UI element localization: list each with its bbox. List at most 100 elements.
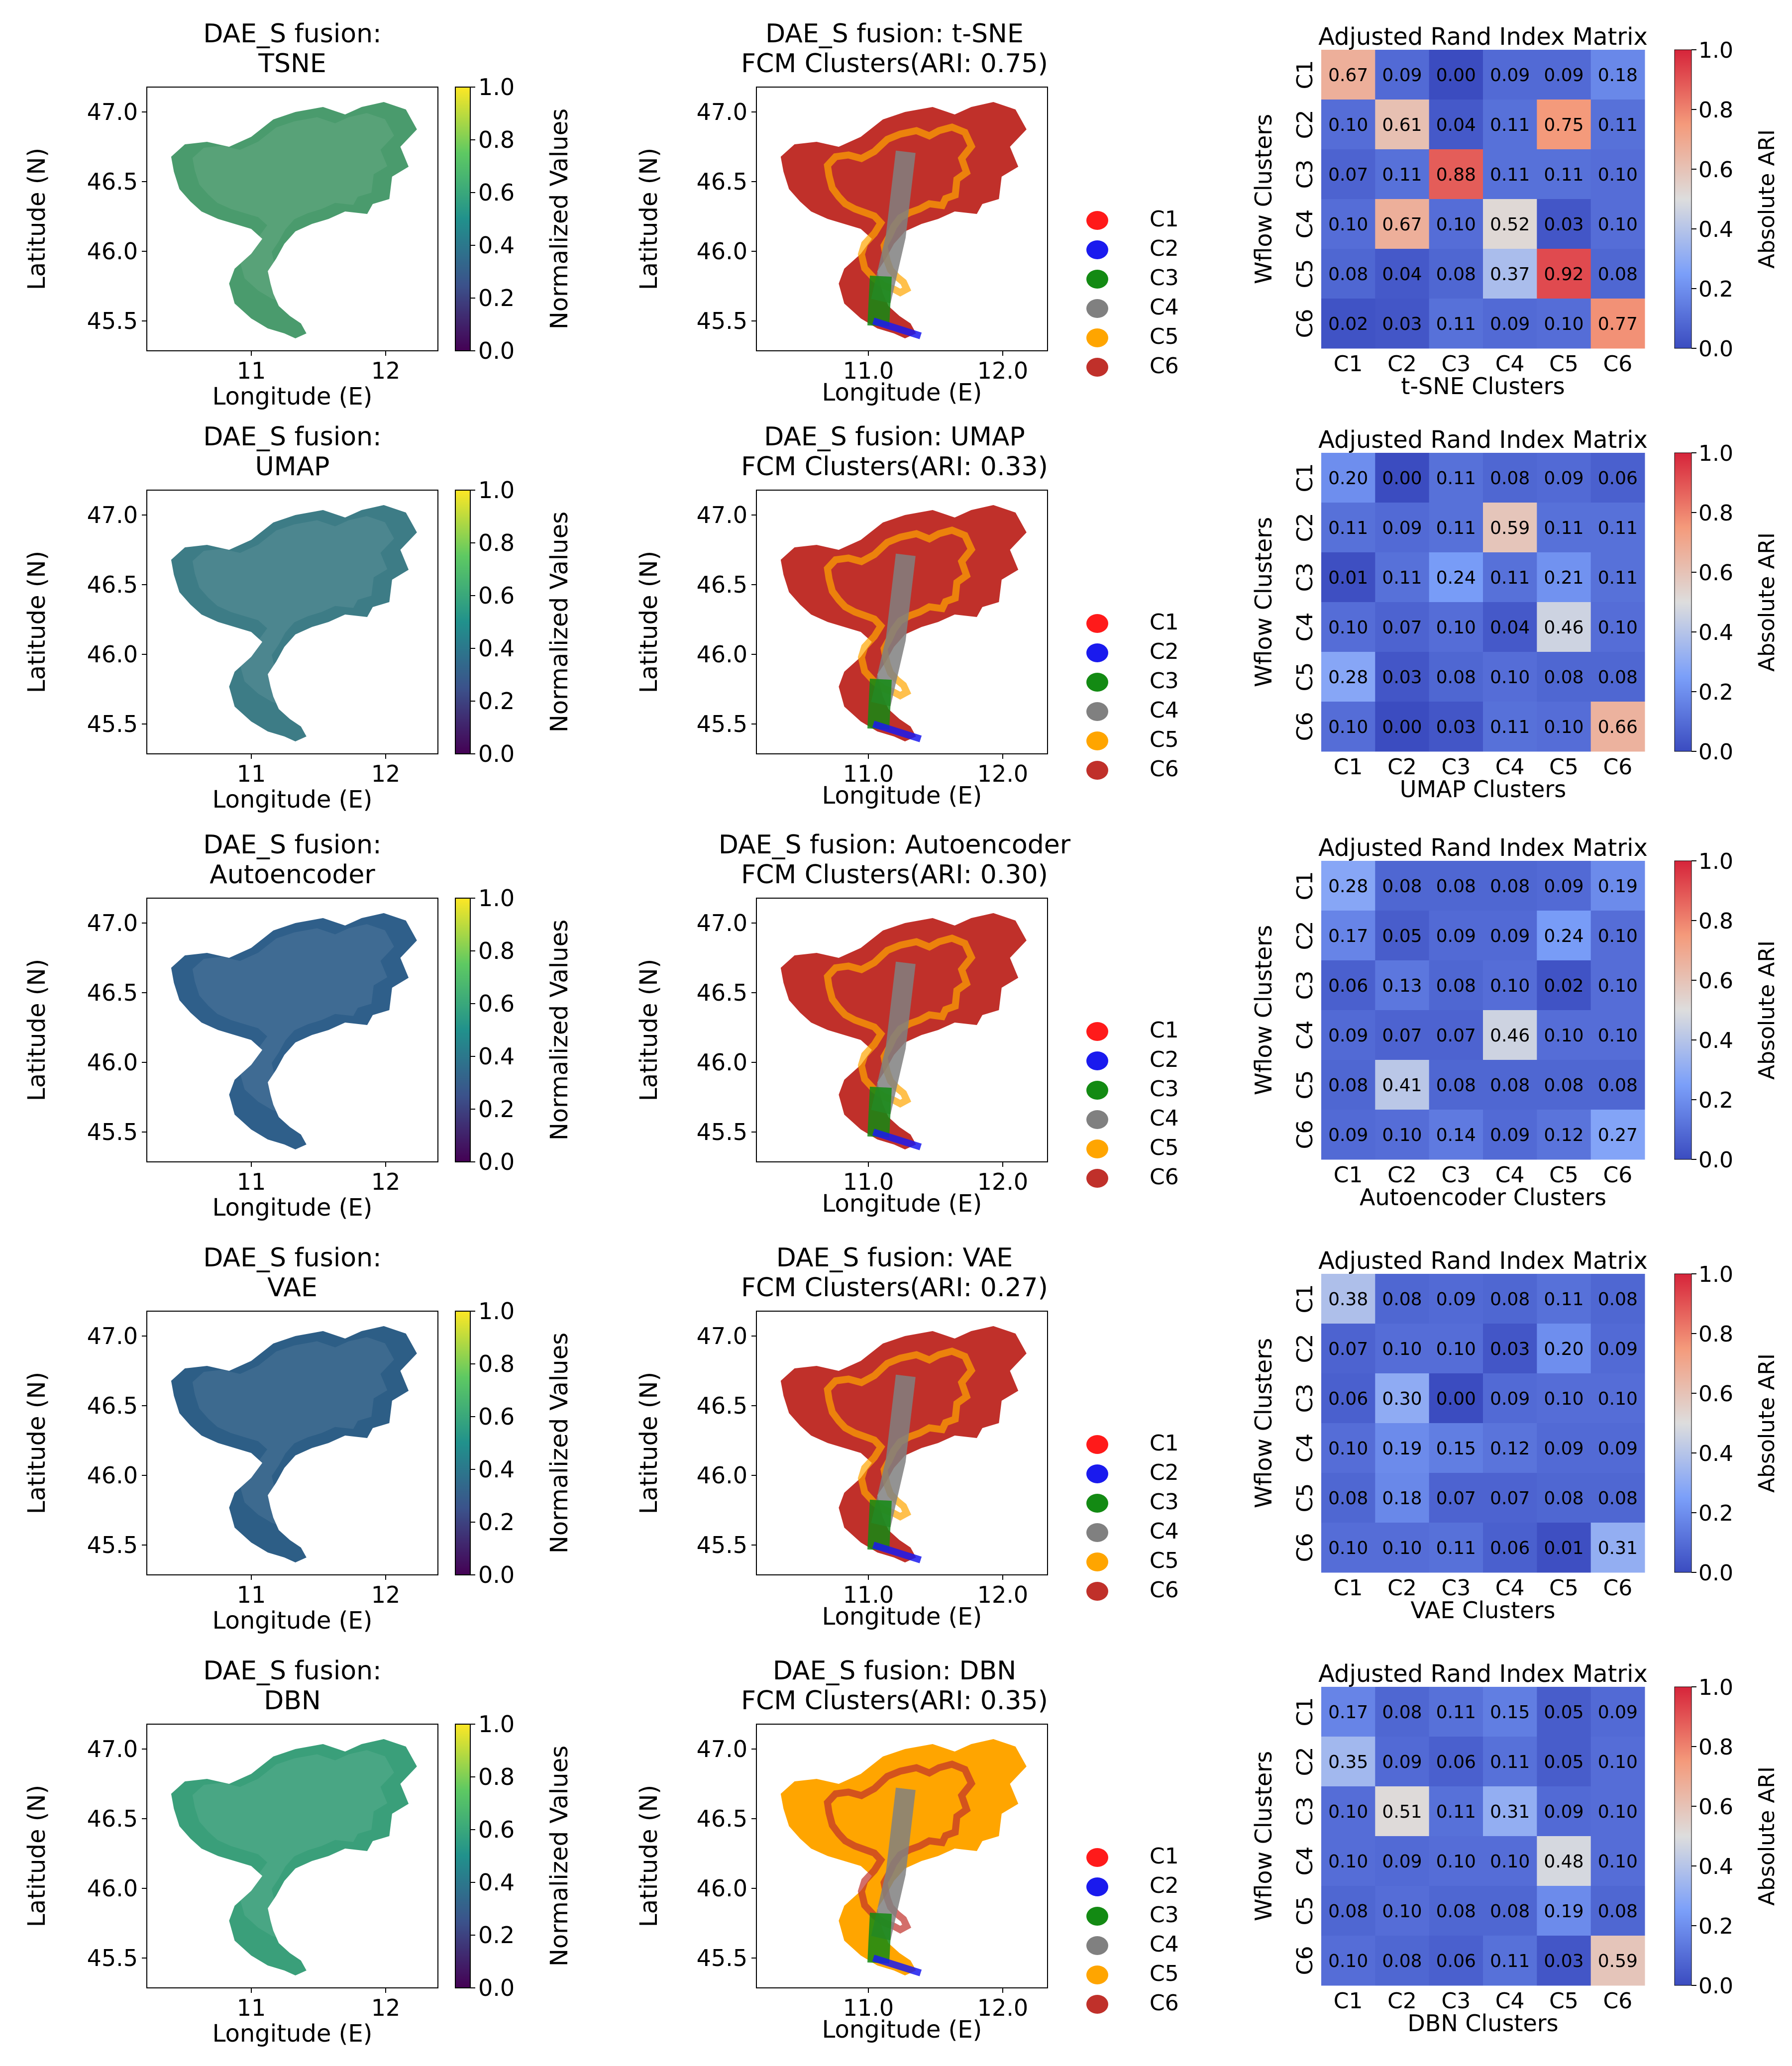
colorbar-tick-label: 0.8 bbox=[1698, 909, 1733, 934]
lat-tick-label: 46.5 bbox=[697, 1805, 747, 1832]
ari-cell bbox=[1375, 249, 1430, 299]
legend-label: C1 bbox=[1150, 1844, 1179, 1869]
ari-cell bbox=[1590, 602, 1645, 652]
ari-cell bbox=[1537, 702, 1591, 752]
valley-cluster-C2 bbox=[872, 1955, 922, 1976]
ari-cell-value: 0.00 bbox=[1436, 65, 1476, 86]
ari-cell bbox=[1375, 960, 1430, 1011]
colorbar-label: Normalized Values bbox=[545, 1333, 573, 1553]
ari-cell bbox=[1375, 552, 1430, 603]
colorbar-tick-label: 1.0 bbox=[1698, 1262, 1733, 1287]
ari-cell-value: 0.08 bbox=[1328, 1488, 1368, 1509]
legend-marker-c1 bbox=[1086, 1022, 1108, 1041]
legend-marker-c6 bbox=[1086, 761, 1108, 780]
ari-col-label: C4 bbox=[1495, 351, 1525, 377]
ari-cell bbox=[1375, 911, 1430, 961]
ari-cell-value: 0.11 bbox=[1544, 1289, 1583, 1310]
ari-cell bbox=[1483, 602, 1537, 652]
ari-cell-value: 0.09 bbox=[1490, 1389, 1530, 1409]
ari-cell-value: 0.03 bbox=[1382, 667, 1422, 688]
legend-marker-c1 bbox=[1086, 614, 1108, 633]
ari-cell bbox=[1375, 149, 1430, 200]
ari-cell-value: 0.06 bbox=[1328, 976, 1368, 996]
ari-cell-value: 0.08 bbox=[1598, 264, 1638, 285]
ari-cell-value: 0.24 bbox=[1544, 926, 1583, 946]
ari-cell-value: 0.09 bbox=[1382, 65, 1422, 86]
map-axes-frame bbox=[146, 1311, 438, 1575]
ari-cell bbox=[1590, 861, 1645, 911]
ari-cell-value: 0.08 bbox=[1436, 1901, 1476, 1922]
colorbar-tick-label: 0.4 bbox=[478, 1869, 515, 1896]
legend-label: C2 bbox=[1150, 1873, 1179, 1898]
ari-cell-value: 0.06 bbox=[1436, 1752, 1476, 1772]
ari-cell-value: 0.08 bbox=[1598, 1901, 1638, 1922]
ari-y-axis-label: Wflow Clusters bbox=[1250, 517, 1277, 687]
ari-cell bbox=[1483, 453, 1537, 503]
ari-cell bbox=[1483, 1523, 1537, 1573]
colorbar-tick-label: 0.8 bbox=[1698, 501, 1733, 526]
ari-colorbar-label: Absolute ARI bbox=[1754, 1766, 1780, 1906]
ari-cell bbox=[1321, 552, 1375, 603]
ari-cell bbox=[1483, 1110, 1537, 1160]
ari-row-label: C2 bbox=[1292, 1334, 1318, 1363]
ari-cell bbox=[1537, 1010, 1591, 1060]
lat-tick-label: 47.0 bbox=[697, 1736, 747, 1762]
ari-cell bbox=[1375, 1936, 1430, 1986]
lat-tick-label: 46.5 bbox=[87, 168, 138, 195]
ari-matrix-panel: Adjusted Rand Index Matrix 0.38 0.08 0.09 0.… bbox=[1250, 1247, 1780, 1624]
ari-col-label: C1 bbox=[1334, 754, 1363, 780]
ari-cell bbox=[1321, 1523, 1375, 1573]
coolwarm-colorbar bbox=[1674, 452, 1692, 752]
ari-cell-value: 0.03 bbox=[1382, 314, 1422, 334]
legend-marker-c6 bbox=[1086, 1995, 1108, 2014]
ari-cell bbox=[1429, 1373, 1483, 1424]
ari-cell-value: 0.21 bbox=[1544, 568, 1583, 588]
lon-tick-label: 11.0 bbox=[843, 1994, 894, 2021]
ari-cell-value: 0.10 bbox=[1328, 214, 1368, 235]
ari-col-label: C2 bbox=[1387, 754, 1417, 780]
ari-cell-value: 0.03 bbox=[1544, 1951, 1583, 1971]
basin-texture bbox=[192, 1750, 394, 1944]
ari-col-label: C3 bbox=[1441, 1575, 1471, 1601]
ari-cell bbox=[1590, 453, 1645, 503]
ari-cell bbox=[1429, 199, 1483, 249]
ari-cell bbox=[1590, 911, 1645, 961]
ari-cell bbox=[1483, 652, 1537, 702]
legend-marker-c6 bbox=[1086, 358, 1108, 377]
ari-cell bbox=[1429, 100, 1483, 150]
ari-row-label: C1 bbox=[1292, 1284, 1318, 1314]
legend-label: C4 bbox=[1150, 1106, 1179, 1131]
ari-cell-value: 0.07 bbox=[1328, 1339, 1368, 1359]
ari-cell bbox=[1375, 1786, 1430, 1837]
ari-cell-value: 0.18 bbox=[1382, 1488, 1422, 1509]
colorbar-label: Normalized Values bbox=[545, 920, 573, 1140]
valley-cluster-C3 bbox=[867, 275, 892, 327]
ari-cell-value: 0.11 bbox=[1436, 1802, 1476, 1822]
ari-col-label: C4 bbox=[1495, 1162, 1525, 1188]
legend-marker-c3 bbox=[1086, 1907, 1108, 1926]
lat-tick-label: 47.0 bbox=[697, 1323, 747, 1349]
viridis-colorbar bbox=[455, 1724, 471, 1988]
ari-cell bbox=[1537, 552, 1591, 603]
ari-cell-value: 0.59 bbox=[1490, 518, 1530, 538]
ari-cell bbox=[1483, 702, 1537, 752]
legend-label: C1 bbox=[1150, 1018, 1179, 1043]
ari-cell bbox=[1375, 1324, 1430, 1374]
colorbar-tick-label: 0.0 bbox=[478, 1148, 515, 1175]
ari-cell-value: 0.08 bbox=[1598, 1488, 1638, 1509]
legend-marker-c2 bbox=[1086, 643, 1108, 662]
ari-cell-value: 0.10 bbox=[1490, 976, 1530, 996]
legend-label: C2 bbox=[1150, 639, 1179, 664]
ari-cell bbox=[1321, 1110, 1375, 1160]
ari-cell-value: 0.11 bbox=[1598, 568, 1638, 588]
ari-cell-value: 0.09 bbox=[1544, 1439, 1583, 1459]
x-axis-label: Longitude (E) bbox=[822, 2016, 982, 2044]
ari-cell-value: 0.66 bbox=[1598, 717, 1638, 737]
ari-title: Adjusted Rand Index Matrix bbox=[1318, 1247, 1648, 1275]
y-axis-label: Latitude (N) bbox=[23, 959, 51, 1101]
ari-cell-value: 0.08 bbox=[1490, 1075, 1530, 1096]
ari-cell-value: 0.02 bbox=[1328, 314, 1368, 334]
ari-cell bbox=[1321, 702, 1375, 752]
ari-cell-value: 0.10 bbox=[1598, 1752, 1638, 1772]
ari-cell bbox=[1537, 1274, 1591, 1324]
